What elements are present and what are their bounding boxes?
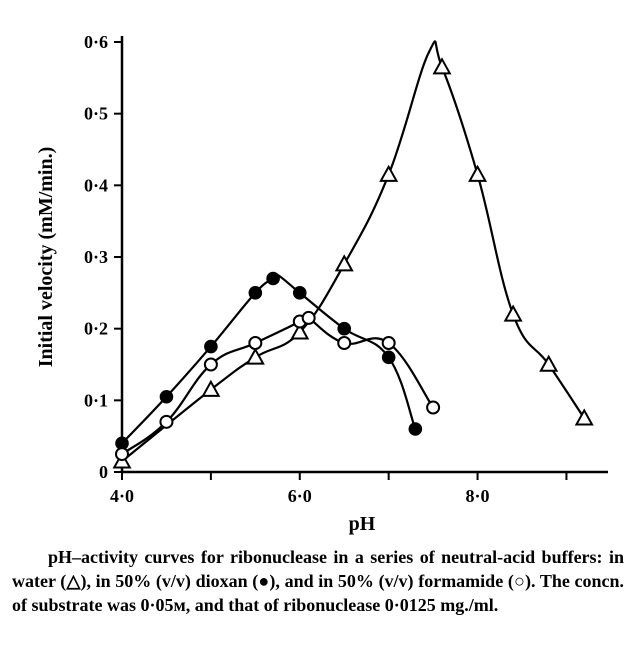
caption-molar: ᴍ [174, 595, 186, 615]
series-formamide [122, 315, 433, 455]
svg-text:0·2: 0·2 [84, 319, 108, 339]
svg-text:0·5: 0·5 [84, 104, 108, 124]
svg-text:pH: pH [349, 513, 376, 535]
svg-text:Initial velocity (mM/min.): Initial velocity (mM/min.) [35, 147, 57, 368]
svg-text:0: 0 [99, 462, 108, 482]
svg-text:8·0: 8·0 [466, 486, 490, 506]
svg-text:4·0: 4·0 [110, 486, 134, 506]
chart-container: 4·0 6·0 8·0 0 0·1 0·2 0·3 0·4 0·5 0·6 pH Initial ve… [12, 12, 624, 542]
svg-text:6·0: 6·0 [288, 486, 312, 506]
svg-text:0·3: 0·3 [84, 247, 108, 267]
svg-text:0·6: 0·6 [84, 32, 108, 52]
triangle-open-icon: △ [66, 571, 80, 591]
caption-t2: ), in 50% (v/v) dioxan ( [80, 571, 258, 591]
caption-t3: ), and in 50% (v/v) formamide ( [269, 571, 513, 591]
caption-indent [12, 547, 48, 567]
ph-activity-chart: 4·0 6·0 8·0 0 0·1 0·2 0·3 0·4 0·5 0·6 pH Initial ve… [12, 12, 624, 542]
svg-text:0·1: 0·1 [84, 390, 108, 410]
svg-text:0·4: 0·4 [84, 175, 108, 195]
series-water [122, 41, 584, 461]
circle-open-icon: ○ [514, 571, 525, 591]
circle-filled-icon: ● [258, 571, 269, 591]
figure-caption: pH–activity curves for ribonuclease in a… [12, 546, 624, 617]
caption-t5: , and that of ribonuclease 0·0125 mg./ml… [186, 595, 499, 615]
